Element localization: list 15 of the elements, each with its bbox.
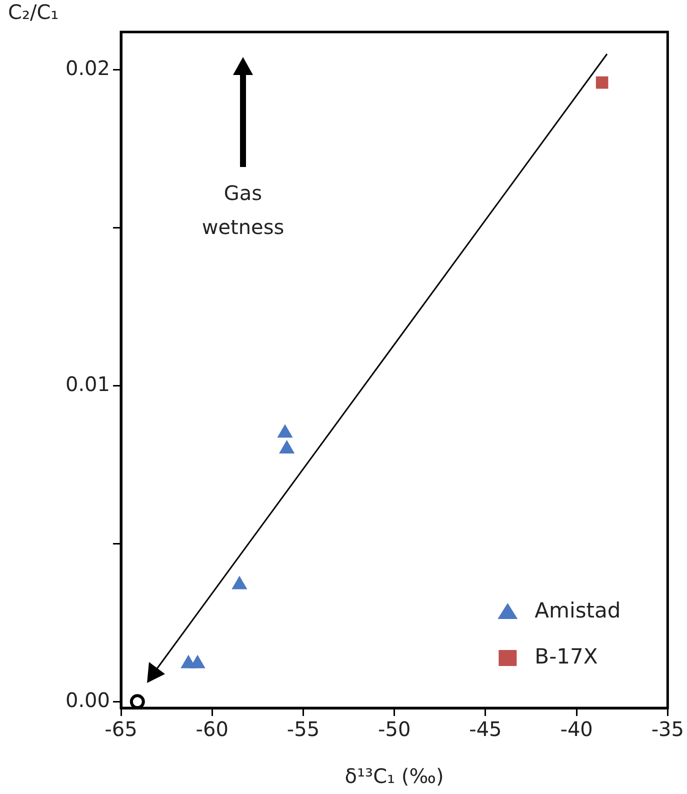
x-tick-label: -55 bbox=[286, 717, 320, 742]
y-tick-label: 0.00 bbox=[65, 688, 110, 712]
x-tick-label: -35 bbox=[651, 717, 684, 742]
y-tick-label: 0.01 bbox=[65, 372, 110, 396]
x-tick-label: -40 bbox=[560, 717, 593, 742]
y-axis-title: C₂/C₁ bbox=[8, 0, 59, 24]
x-tick-label: -60 bbox=[196, 717, 228, 742]
x-tick-label: -65 bbox=[104, 717, 138, 742]
legend-label: Amistad bbox=[534, 598, 621, 622]
x-axis-title: δ¹³C₁ (‰) bbox=[344, 764, 444, 788]
x-tick-label: -50 bbox=[378, 717, 411, 742]
y-tick-label: 0.02 bbox=[65, 56, 110, 80]
legend-label: B-17X bbox=[534, 644, 598, 668]
x-tick-label: -45 bbox=[469, 717, 502, 742]
annotation: Gas wetness bbox=[202, 181, 284, 240]
